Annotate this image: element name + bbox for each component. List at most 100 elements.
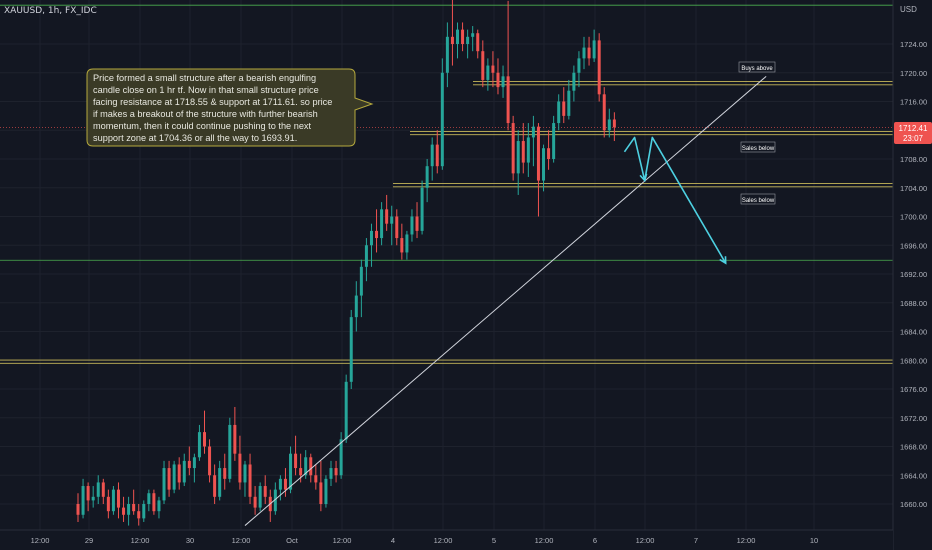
candle-body xyxy=(440,72,444,167)
time-tick-label: 6 xyxy=(593,536,597,545)
projection-arrow-group[interactable] xyxy=(623,136,727,265)
candle-body xyxy=(91,496,95,501)
candle-body xyxy=(471,33,475,37)
candle-body xyxy=(137,511,141,519)
candle-body xyxy=(344,381,348,440)
annotation-callout[interactable]: Price formed a small structure after a b… xyxy=(86,68,374,147)
candle-body xyxy=(157,500,161,512)
price-axis-panel[interactable] xyxy=(893,0,932,530)
candle-body xyxy=(587,47,591,59)
candle-body xyxy=(557,101,561,124)
horizontal-levels[interactable] xyxy=(0,4,893,364)
candle-body xyxy=(461,29,465,44)
time-tick-label: 4 xyxy=(391,536,395,545)
candle-body xyxy=(218,468,222,497)
candle-body xyxy=(203,432,206,447)
buys-above-label[interactable]: Buys above xyxy=(738,61,776,73)
bar-countdown: 23:07 xyxy=(903,134,924,143)
candle-body xyxy=(187,460,191,469)
candle-body xyxy=(612,119,616,128)
callout-line-3: facing resistance at 1718.55 & support a… xyxy=(93,97,332,107)
time-tick-label: 12:00 xyxy=(737,536,756,545)
candle-body xyxy=(283,478,287,490)
time-tick-label: 12:00 xyxy=(535,536,554,545)
candle-body xyxy=(405,234,409,253)
candle-body xyxy=(552,123,556,159)
candle-body xyxy=(197,432,201,458)
price-tick-label: 1704.00 xyxy=(900,184,927,193)
time-tick-label: 12:00 xyxy=(31,536,50,545)
symbol-title[interactable]: XAUUSD, 1h, FX_IDC xyxy=(4,6,97,16)
candle-body xyxy=(400,238,404,253)
candle-body xyxy=(127,504,131,515)
candle-body xyxy=(516,141,520,174)
candle-body xyxy=(263,486,267,497)
candle-body xyxy=(435,144,439,167)
sales-below-text-1: Sales below xyxy=(742,146,775,152)
candle-body xyxy=(375,230,379,239)
candle-body xyxy=(319,482,323,504)
candle-body xyxy=(390,216,394,224)
price-tick-label: 1708.00 xyxy=(900,155,927,164)
candle-body xyxy=(81,486,85,515)
candle-body xyxy=(425,166,429,188)
callout-line-2: candle close on 1 hr tf. Now in that sma… xyxy=(93,85,319,95)
candle-body xyxy=(116,489,120,508)
candle-body xyxy=(577,58,581,73)
price-tick-label: 1668.00 xyxy=(900,443,927,452)
candle-body xyxy=(273,489,277,512)
candle-body xyxy=(278,478,282,490)
price-tick-label: 1692.00 xyxy=(900,270,927,279)
candle-body xyxy=(111,489,115,512)
price-tick-label: 1716.00 xyxy=(900,98,927,107)
time-tick-label: 7 xyxy=(694,536,698,545)
candle-body xyxy=(208,446,212,476)
candle-body xyxy=(258,486,262,508)
candles xyxy=(76,0,616,526)
candle-body xyxy=(304,457,308,476)
trendline xyxy=(244,75,767,526)
candle-body xyxy=(359,266,363,296)
candle-body xyxy=(248,464,252,497)
price-tick-label: 1660.00 xyxy=(900,500,927,509)
candle-body xyxy=(238,453,242,483)
trendline-group[interactable] xyxy=(244,75,767,526)
candle-body xyxy=(122,507,126,515)
time-tick-label: Oct xyxy=(286,536,299,545)
grid-lines xyxy=(0,0,893,530)
current-price: 1712.41 xyxy=(899,124,928,133)
sales-below-text-2: Sales below xyxy=(742,198,775,204)
candle-body xyxy=(607,119,611,131)
price-tick-label: 1680.00 xyxy=(900,356,927,365)
candle-body xyxy=(172,464,176,490)
callout-line-4: if makes a breakout of the structure wit… xyxy=(93,109,318,119)
candle-body xyxy=(430,144,434,167)
candle-body xyxy=(162,468,166,501)
price-tick-label: 1688.00 xyxy=(900,299,927,308)
candle-body xyxy=(177,464,181,483)
candle-body xyxy=(106,496,110,512)
callout-line-6: support zone at 1704.36 or all the way t… xyxy=(93,133,297,143)
candle-body xyxy=(415,216,419,231)
sales-below-label-1[interactable]: Sales below xyxy=(740,141,776,153)
sales-below-label-2[interactable]: Sales below xyxy=(740,193,776,205)
price-tick-label: 1724.00 xyxy=(900,40,927,49)
candle-body xyxy=(329,468,333,479)
candle-body xyxy=(294,453,298,469)
candle-body xyxy=(511,123,515,174)
price-tick-label: 1672.00 xyxy=(900,414,927,423)
candle-body xyxy=(506,76,510,124)
callout-line-5: momentum, then it could continue pushing… xyxy=(93,121,312,131)
time-tick-label: 5 xyxy=(492,536,496,545)
candle-body xyxy=(349,317,353,382)
candle-body xyxy=(339,439,343,476)
current-price-badge: 1712.41 23:07 xyxy=(894,122,932,144)
projection-arrowhead-main xyxy=(719,256,727,265)
time-axis-panel[interactable] xyxy=(0,530,893,550)
candle-body xyxy=(182,460,186,483)
candle-body xyxy=(132,504,136,512)
candle-body xyxy=(192,457,196,469)
candle-body xyxy=(167,468,171,490)
candle-body xyxy=(491,65,495,73)
